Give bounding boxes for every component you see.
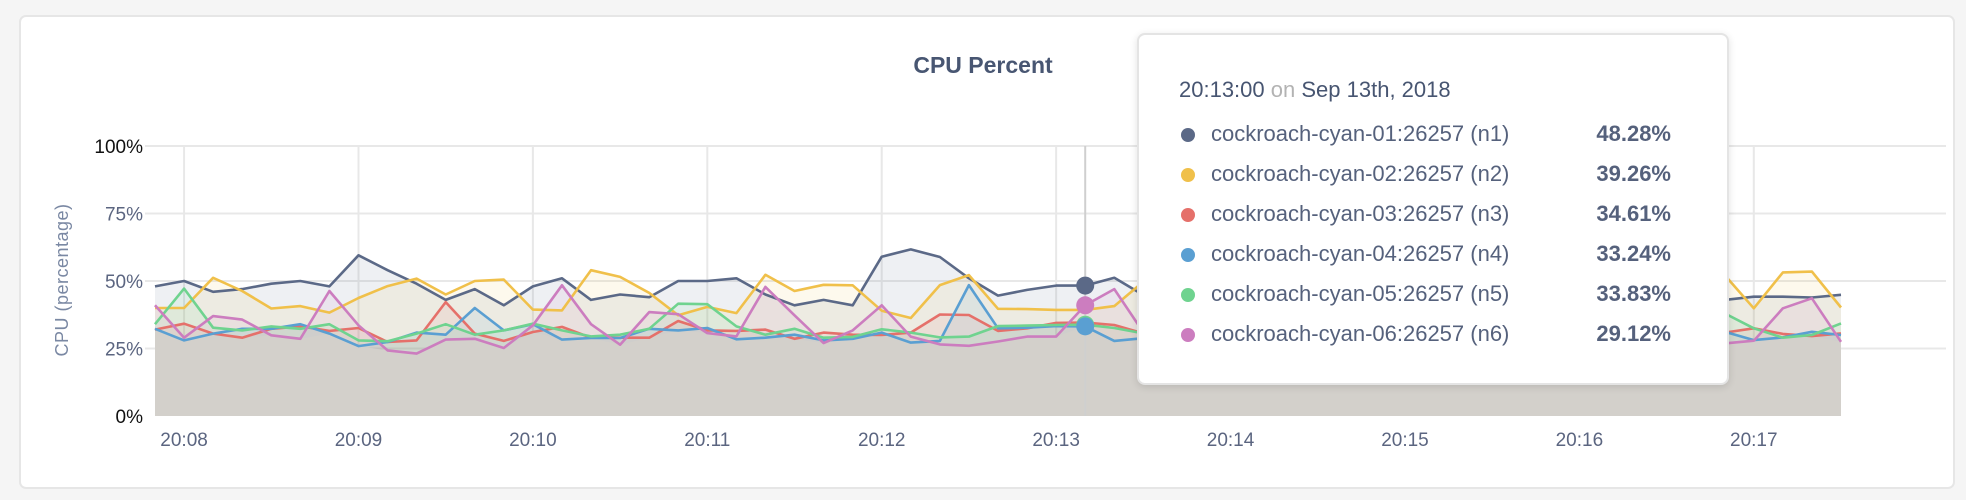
x-tick-label: 20:13	[1032, 430, 1080, 451]
chart-title: CPU Percent	[913, 52, 1053, 78]
x-tick-label: 20:16	[1556, 430, 1604, 451]
hover-point	[1076, 317, 1095, 336]
y-axis: 0% 25% 50% 75% 100%	[94, 137, 143, 428]
tooltip-series-name: cockroach-cyan-04:26257 (n4)	[1211, 241, 1510, 266]
tooltip-series-name: cockroach-cyan-06:26257 (n6)	[1211, 321, 1510, 346]
tooltip-series-value: 33.24%	[1596, 241, 1671, 266]
series-color-dot-icon	[1181, 168, 1195, 182]
tooltip-row: cockroach-cyan-06:26257 (n6) 29.12%	[1179, 321, 1699, 351]
tooltip-series-value: 34.61%	[1596, 201, 1671, 226]
tooltip-series-name: cockroach-cyan-05:26257 (n5)	[1211, 281, 1510, 306]
tooltip-row: cockroach-cyan-01:26257 (n1) 48.28%	[1179, 121, 1699, 151]
hover-point	[1076, 296, 1095, 315]
hover-point	[1076, 276, 1095, 295]
tooltip-date: Sep 13th, 2018	[1301, 77, 1451, 102]
x-tick-label: 20:17	[1730, 430, 1778, 451]
y-tick-label: 0%	[116, 407, 144, 428]
y-tick-label: 100%	[94, 137, 143, 158]
hover-tooltip: 20:13:00 on Sep 13th, 2018 cockroach-cya…	[1137, 33, 1729, 385]
series-color-dot-icon	[1181, 248, 1195, 262]
x-tick-label: 20:15	[1381, 430, 1429, 451]
x-axis: 20:08 20:09 20:10 20:11 20:12 20:13 20:14 20:15…	[160, 430, 1777, 451]
tooltip-on: on	[1270, 77, 1296, 102]
tooltip-time: 20:13:00	[1179, 77, 1265, 102]
tooltip-series-name: cockroach-cyan-03:26257 (n3)	[1211, 201, 1510, 226]
tooltip-series-value: 48.28%	[1596, 121, 1671, 146]
series-color-dot-icon	[1181, 288, 1195, 302]
series-color-dot-icon	[1181, 328, 1195, 342]
series-color-dot-icon	[1181, 128, 1195, 142]
tooltip-series-name: cockroach-cyan-01:26257 (n1)	[1211, 121, 1510, 146]
tooltip-row: cockroach-cyan-03:26257 (n3) 34.61%	[1179, 201, 1699, 231]
x-tick-label: 20:14	[1207, 430, 1255, 451]
y-tick-label: 50%	[105, 272, 143, 293]
x-tick-label: 20:11	[684, 430, 730, 451]
tooltip-row: cockroach-cyan-02:26257 (n2) 39.26%	[1179, 161, 1699, 191]
y-tick-label: 75%	[105, 205, 143, 226]
tooltip-series-name: cockroach-cyan-02:26257 (n2)	[1211, 161, 1510, 186]
x-tick-label: 20:10	[509, 430, 557, 451]
y-tick-label: 25%	[105, 340, 143, 361]
x-tick-label: 20:09	[335, 430, 383, 451]
series-color-dot-icon	[1181, 208, 1195, 222]
tooltip-header: 20:13:00 on Sep 13th, 2018	[1179, 77, 1451, 103]
hover-marker	[1076, 146, 1095, 416]
tooltip-series-value: 39.26%	[1596, 161, 1671, 186]
x-tick-label: 20:12	[858, 430, 906, 451]
x-tick-label: 20:08	[160, 430, 208, 451]
y-axis-label: CPU (percentage)	[52, 203, 72, 356]
tooltip-series-value: 29.12%	[1596, 321, 1671, 346]
tooltip-row: cockroach-cyan-04:26257 (n4) 33.24%	[1179, 241, 1699, 271]
tooltip-series-value: 33.83%	[1596, 281, 1671, 306]
tooltip-row: cockroach-cyan-05:26257 (n5) 33.83%	[1179, 281, 1699, 311]
